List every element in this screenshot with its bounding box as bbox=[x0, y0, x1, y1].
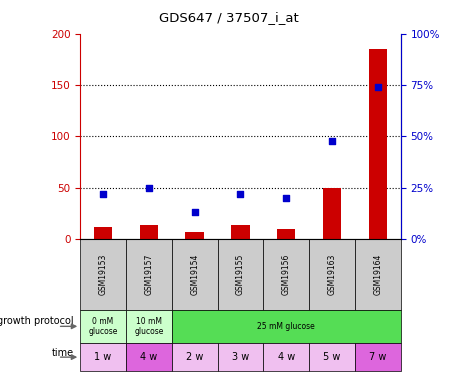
FancyBboxPatch shape bbox=[80, 343, 126, 371]
Point bbox=[145, 185, 153, 191]
Bar bbox=[94, 227, 112, 239]
FancyBboxPatch shape bbox=[309, 343, 355, 371]
FancyBboxPatch shape bbox=[80, 239, 126, 310]
FancyBboxPatch shape bbox=[126, 310, 172, 343]
Text: GSM19156: GSM19156 bbox=[282, 254, 291, 295]
FancyBboxPatch shape bbox=[172, 343, 218, 371]
Text: 5 w: 5 w bbox=[323, 352, 341, 362]
Text: GSM19157: GSM19157 bbox=[144, 254, 153, 295]
Text: 3 w: 3 w bbox=[232, 352, 249, 362]
Text: GSM19164: GSM19164 bbox=[373, 254, 382, 295]
FancyBboxPatch shape bbox=[126, 239, 172, 310]
Text: growth protocol: growth protocol bbox=[0, 316, 74, 326]
Point bbox=[374, 84, 382, 90]
Text: 7 w: 7 w bbox=[369, 352, 387, 362]
Text: 1 w: 1 w bbox=[94, 352, 112, 362]
Bar bbox=[369, 49, 387, 239]
FancyBboxPatch shape bbox=[355, 239, 401, 310]
FancyBboxPatch shape bbox=[218, 343, 263, 371]
Text: 0 mM
glucose: 0 mM glucose bbox=[88, 316, 118, 336]
FancyBboxPatch shape bbox=[218, 239, 263, 310]
Bar bbox=[277, 229, 295, 239]
Text: 25 mM glucose: 25 mM glucose bbox=[257, 322, 315, 331]
Point bbox=[99, 191, 107, 197]
Point bbox=[237, 191, 244, 197]
Point bbox=[283, 195, 290, 201]
Text: GSM19153: GSM19153 bbox=[98, 254, 108, 295]
FancyBboxPatch shape bbox=[263, 343, 309, 371]
Point bbox=[191, 209, 198, 215]
FancyBboxPatch shape bbox=[126, 343, 172, 371]
Text: GSM19154: GSM19154 bbox=[190, 254, 199, 295]
Text: GDS647 / 37507_i_at: GDS647 / 37507_i_at bbox=[159, 11, 299, 24]
Bar bbox=[323, 188, 341, 239]
Text: GSM19163: GSM19163 bbox=[327, 254, 337, 295]
Bar bbox=[185, 232, 204, 239]
FancyBboxPatch shape bbox=[172, 239, 218, 310]
Text: 10 mM
glucose: 10 mM glucose bbox=[134, 316, 164, 336]
Text: time: time bbox=[52, 348, 74, 358]
Bar bbox=[140, 225, 158, 239]
Bar bbox=[231, 225, 250, 239]
Text: 4 w: 4 w bbox=[278, 352, 295, 362]
FancyBboxPatch shape bbox=[80, 310, 126, 343]
Point bbox=[328, 138, 336, 144]
FancyBboxPatch shape bbox=[309, 239, 355, 310]
Text: GSM19155: GSM19155 bbox=[236, 254, 245, 295]
FancyBboxPatch shape bbox=[355, 343, 401, 371]
Text: 2 w: 2 w bbox=[186, 352, 203, 362]
FancyBboxPatch shape bbox=[263, 239, 309, 310]
FancyBboxPatch shape bbox=[172, 310, 401, 343]
Text: 4 w: 4 w bbox=[140, 352, 158, 362]
